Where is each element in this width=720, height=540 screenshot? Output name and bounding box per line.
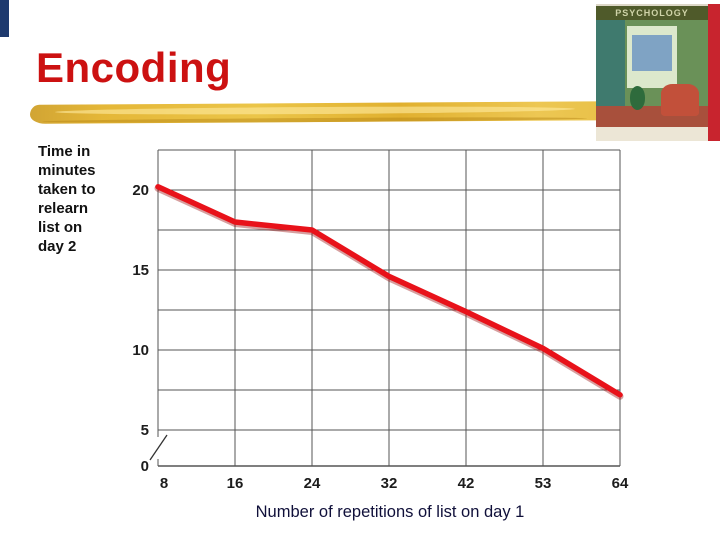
svg-text:64: 64: [612, 475, 629, 492]
corner-decoration: [0, 0, 9, 37]
svg-text:0: 0: [141, 458, 149, 475]
book-cover-art: [596, 20, 708, 127]
svg-text:24: 24: [304, 475, 321, 492]
svg-text:8: 8: [160, 475, 168, 492]
book-footer: [596, 127, 708, 141]
book-title: PSYCHOLOGY: [596, 6, 708, 20]
svg-text:5: 5: [141, 422, 149, 439]
svg-text:42: 42: [458, 475, 475, 492]
svg-text:53: 53: [535, 475, 552, 492]
svg-text:32: 32: [381, 475, 398, 492]
page-title: Encoding: [36, 44, 232, 91]
psychology-book-cover: PSYCHOLOGY: [596, 4, 720, 141]
cover-art-sea: [631, 34, 673, 72]
svg-text:10: 10: [132, 342, 149, 359]
svg-text:16: 16: [227, 475, 244, 492]
svg-text:20: 20: [132, 182, 149, 199]
line-chart: 20 15 10 5 08 16 24 32 42 53 64: [132, 149, 629, 492]
y-axis-label: Time in minutes taken to relearn list on…: [38, 143, 96, 256]
cover-art-plant: [629, 86, 646, 110]
x-axis-title: Number of repetitions of list on day 1: [255, 503, 525, 521]
book-spine: [708, 4, 720, 141]
svg-text:15: 15: [132, 262, 149, 279]
cover-art-table: [660, 84, 700, 117]
